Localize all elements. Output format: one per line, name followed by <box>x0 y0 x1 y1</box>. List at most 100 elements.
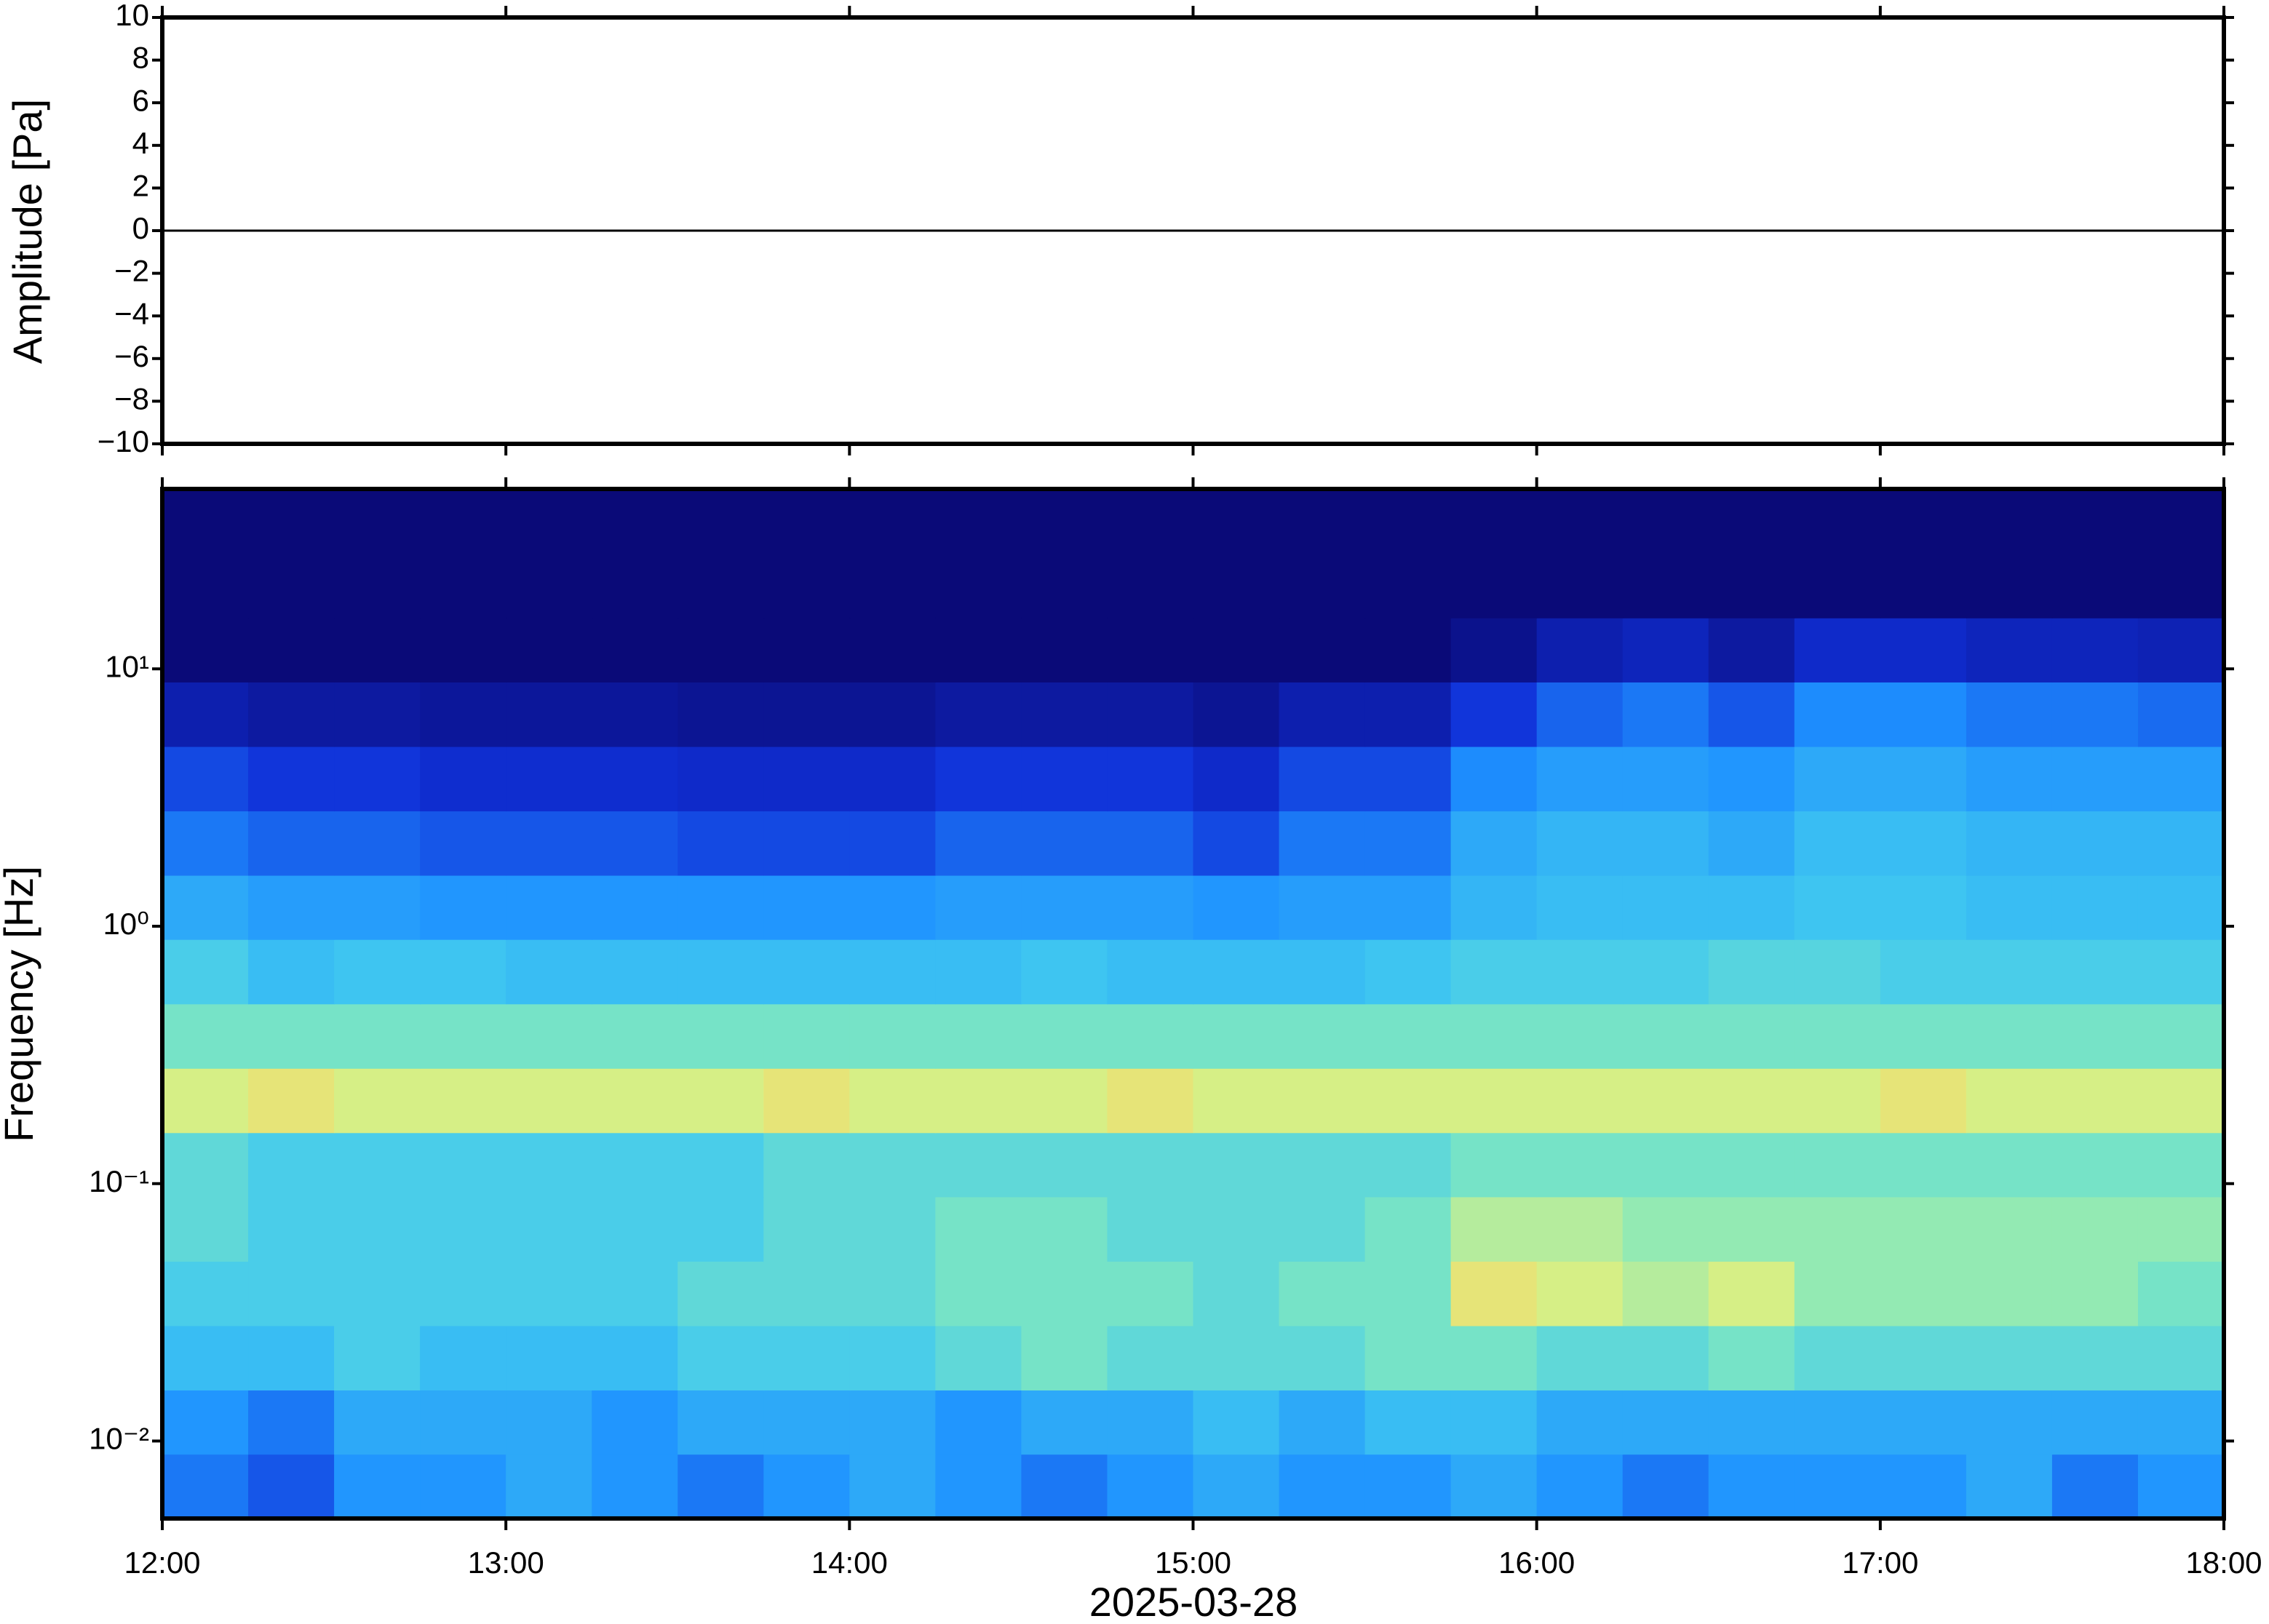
heatmap-cell <box>1966 1454 2053 1519</box>
heatmap-cell <box>506 553 593 618</box>
heatmap-cell <box>334 1261 421 1326</box>
heatmap-cell <box>1880 1261 1967 1326</box>
heatmap-cell <box>1880 1390 1967 1455</box>
heatmap-cell <box>763 682 851 747</box>
x-tick-label: 17:00 <box>1842 1545 1918 1580</box>
heatmap-cell <box>1622 1325 1709 1391</box>
heatmap-cell <box>506 811 593 876</box>
heatmap-cell <box>1966 875 2053 940</box>
heatmap-cell <box>677 489 765 554</box>
heatmap-cell <box>2051 553 2139 618</box>
heatmap-cell <box>677 1325 765 1391</box>
heatmap-cell <box>935 1325 1022 1391</box>
heatmap-cell <box>334 939 421 1005</box>
heatmap-cell <box>1966 1132 2053 1198</box>
heatmap-cell <box>1536 1068 1624 1134</box>
heatmap-cell <box>1021 682 1108 747</box>
heatmap-cell <box>506 875 593 940</box>
heatmap-cell <box>1364 1454 1452 1519</box>
y-tick-label: 10⁻² <box>89 1422 149 1456</box>
heatmap-cell <box>1364 1325 1452 1391</box>
heatmap-cell <box>1536 875 1624 940</box>
heatmap-cell <box>162 682 249 747</box>
heatmap-cell <box>420 875 506 940</box>
heatmap-cell <box>248 1454 335 1519</box>
heatmap-cell <box>420 1325 506 1391</box>
heatmap-cell <box>1279 939 1366 1005</box>
heatmap-cell <box>1794 682 1881 747</box>
heatmap-cell <box>1450 489 1538 554</box>
heatmap-cell <box>677 617 765 682</box>
heatmap-cell <box>1966 746 2053 812</box>
heatmap-cell <box>849 939 937 1005</box>
heatmap-cell <box>849 1454 937 1519</box>
heatmap-cell <box>2137 1390 2225 1455</box>
heatmap-cell <box>2137 746 2225 812</box>
heatmap-cell <box>1708 1003 1795 1069</box>
heatmap-cell <box>420 1003 506 1069</box>
heatmap-cell <box>1193 1261 1280 1326</box>
heatmap-cell <box>1880 617 1967 682</box>
heatmap-cell <box>248 939 335 1005</box>
heatmap-cell <box>849 489 937 554</box>
heatmap-cell <box>2137 617 2225 682</box>
heatmap-cell <box>677 811 765 876</box>
heatmap-cell <box>1193 682 1280 747</box>
heatmap-cell <box>1622 1003 1709 1069</box>
heatmap-cell <box>1364 1068 1452 1134</box>
heatmap-cell <box>1708 682 1795 747</box>
y-tick-label: −2 <box>114 254 149 288</box>
heatmap-cell <box>1536 1325 1624 1391</box>
heatmap-cell <box>763 1196 851 1262</box>
heatmap-cell <box>849 617 937 682</box>
heatmap-cell <box>1450 1390 1538 1455</box>
heatmap-cell <box>2051 1325 2139 1391</box>
heatmap-cell <box>1536 1261 1624 1326</box>
heatmap-cell <box>2051 1196 2139 1262</box>
heatmap-cell <box>2137 1196 2225 1262</box>
heatmap-cell <box>763 1068 851 1134</box>
heatmap-cell <box>592 1390 679 1455</box>
heatmap-cell <box>1279 682 1366 747</box>
heatmap-cell <box>592 1132 679 1198</box>
heatmap-cell <box>935 1454 1022 1519</box>
heatmap-cell <box>1193 1390 1280 1455</box>
heatmap-cell <box>1622 1261 1709 1326</box>
heatmap-cell <box>1279 1390 1366 1455</box>
heatmap-cell <box>1021 1132 1108 1198</box>
heatmap-cell <box>1364 1196 1452 1262</box>
heatmap-cell <box>677 1132 765 1198</box>
heatmap-cell <box>1708 746 1795 812</box>
heatmap-cell <box>935 1068 1022 1134</box>
x-tick-label: 18:00 <box>2185 1545 2262 1580</box>
heatmap-cell <box>935 811 1022 876</box>
heatmap-cell <box>1880 746 1967 812</box>
y-tick-label: 4 <box>132 126 149 160</box>
heatmap-cell <box>1107 553 1194 618</box>
heatmap-cell <box>162 939 249 1005</box>
heatmap-cell <box>1536 489 1624 554</box>
heatmap-cell <box>935 1261 1022 1326</box>
heatmap-cell <box>506 746 593 812</box>
heatmap-cell <box>1107 875 1194 940</box>
heatmap-cell <box>1966 939 2053 1005</box>
heatmap-cell <box>1279 1261 1366 1326</box>
heatmap-cell <box>1364 1261 1452 1326</box>
heatmap-cell <box>1880 1196 1967 1262</box>
heatmap-cell <box>592 939 679 1005</box>
heatmap-cell <box>763 1325 851 1391</box>
heatmap-cell <box>334 617 421 682</box>
heatmap-cell <box>935 617 1022 682</box>
heatmap-cell <box>677 1454 765 1519</box>
heatmap-cell <box>162 489 249 554</box>
heatmap-cell <box>677 682 765 747</box>
y-tick-label: 0 <box>132 211 149 245</box>
heatmap-cell <box>1966 1068 2053 1134</box>
heatmap-cell <box>2137 1261 2225 1326</box>
heatmap-cell <box>162 1003 249 1069</box>
heatmap-cell <box>2051 811 2139 876</box>
heatmap-cell <box>1622 489 1709 554</box>
heatmap-cell <box>1536 682 1624 747</box>
heatmap-cell <box>1450 746 1538 812</box>
